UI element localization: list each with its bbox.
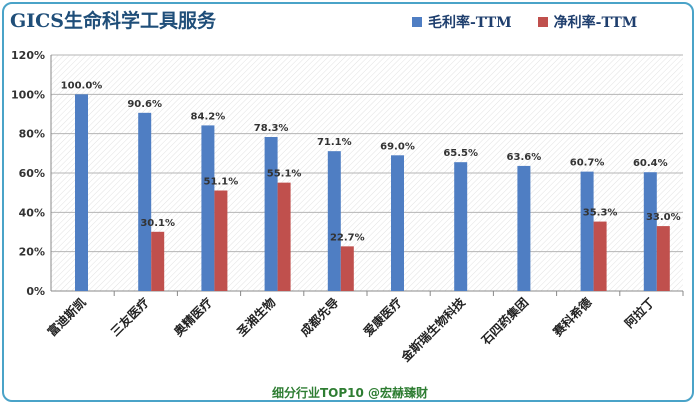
x-category-label: 金斯瑞生物科技 [397,294,468,365]
bar-net-margin [277,182,291,291]
data-label-net-margin: 33.0% [646,212,681,223]
data-label-net-margin: 51.1% [204,177,239,188]
x-category-label: 奥精医疗 [171,295,216,340]
x-category-label: 爱康医疗 [360,295,405,340]
bar-gross-margin [391,155,404,291]
y-tick-label: 0% [26,285,45,298]
data-label-gross-margin: 69.0% [380,141,415,152]
bar-net-margin [151,231,165,291]
footer-caption: 细分行业TOP10 @宏赫臻财 [271,386,429,400]
data-label-gross-margin: 71.1% [317,137,352,148]
data-label-gross-margin: 60.4% [633,158,668,169]
y-tick-label: 100% [11,88,45,101]
bar-gross-margin [643,172,657,291]
x-category-label: 赛科希德 [549,295,594,340]
data-label-gross-margin: 63.6% [507,152,542,163]
data-label-net-margin: 55.1% [267,169,302,180]
bar-gross-margin [327,151,341,291]
x-category-label: 三友医疗 [107,295,152,340]
legend-label-net-margin: 净利率-TTM [553,15,638,31]
bar-net-margin [593,221,607,291]
y-tick-label: 80% [19,128,45,141]
x-category-label: 阿拉丁 [621,295,657,331]
y-tick-label: 60% [19,167,45,180]
data-label-net-margin: 22.7% [330,232,365,243]
legend: 毛利率-TTM 净利率-TTM [412,12,637,32]
bar-gross-margin [138,112,152,291]
y-tick-label: 20% [19,246,45,259]
data-label-gross-margin: 90.6% [127,99,162,110]
bar-gross-margin [75,94,88,291]
data-label-gross-margin: 100.0% [61,80,103,91]
bar-gross-margin [580,171,594,291]
chart-title: GICS生命科学工具服务 [10,10,216,32]
bar-gross-margin [517,165,531,291]
data-label-net-margin: 35.3% [583,208,618,219]
bar-net-margin [656,226,670,291]
legend-item-net-margin: 净利率-TTM [537,12,638,32]
bar-gross-margin [201,125,215,291]
legend-item-gross-margin: 毛利率-TTM [412,12,512,32]
data-label-gross-margin: 84.2% [191,111,226,122]
data-label-gross-margin: 60.7% [570,158,605,169]
legend-swatch-net-margin [537,17,548,27]
bar-gross-margin [454,162,468,291]
bar-net-margin [340,246,354,291]
y-tick-label: 40% [19,206,45,219]
x-category-label: 石四药集团 [477,295,531,349]
bar-net-margin [214,190,228,291]
x-category-label: 圣湘生物 [233,295,278,340]
data-label-gross-margin: 78.3% [254,123,289,134]
x-category-label: 富迪斯凯 [44,295,89,340]
legend-swatch-gross-margin [412,17,422,27]
bar-gross-margin [264,137,278,291]
data-label-gross-margin: 65.5% [443,148,478,159]
y-tick-label: 120% [11,49,45,62]
x-category-label: 成都先导 [297,295,342,340]
legend-label-gross-margin: 毛利率-TTM [428,15,512,31]
data-label-net-margin: 30.1% [140,218,175,229]
